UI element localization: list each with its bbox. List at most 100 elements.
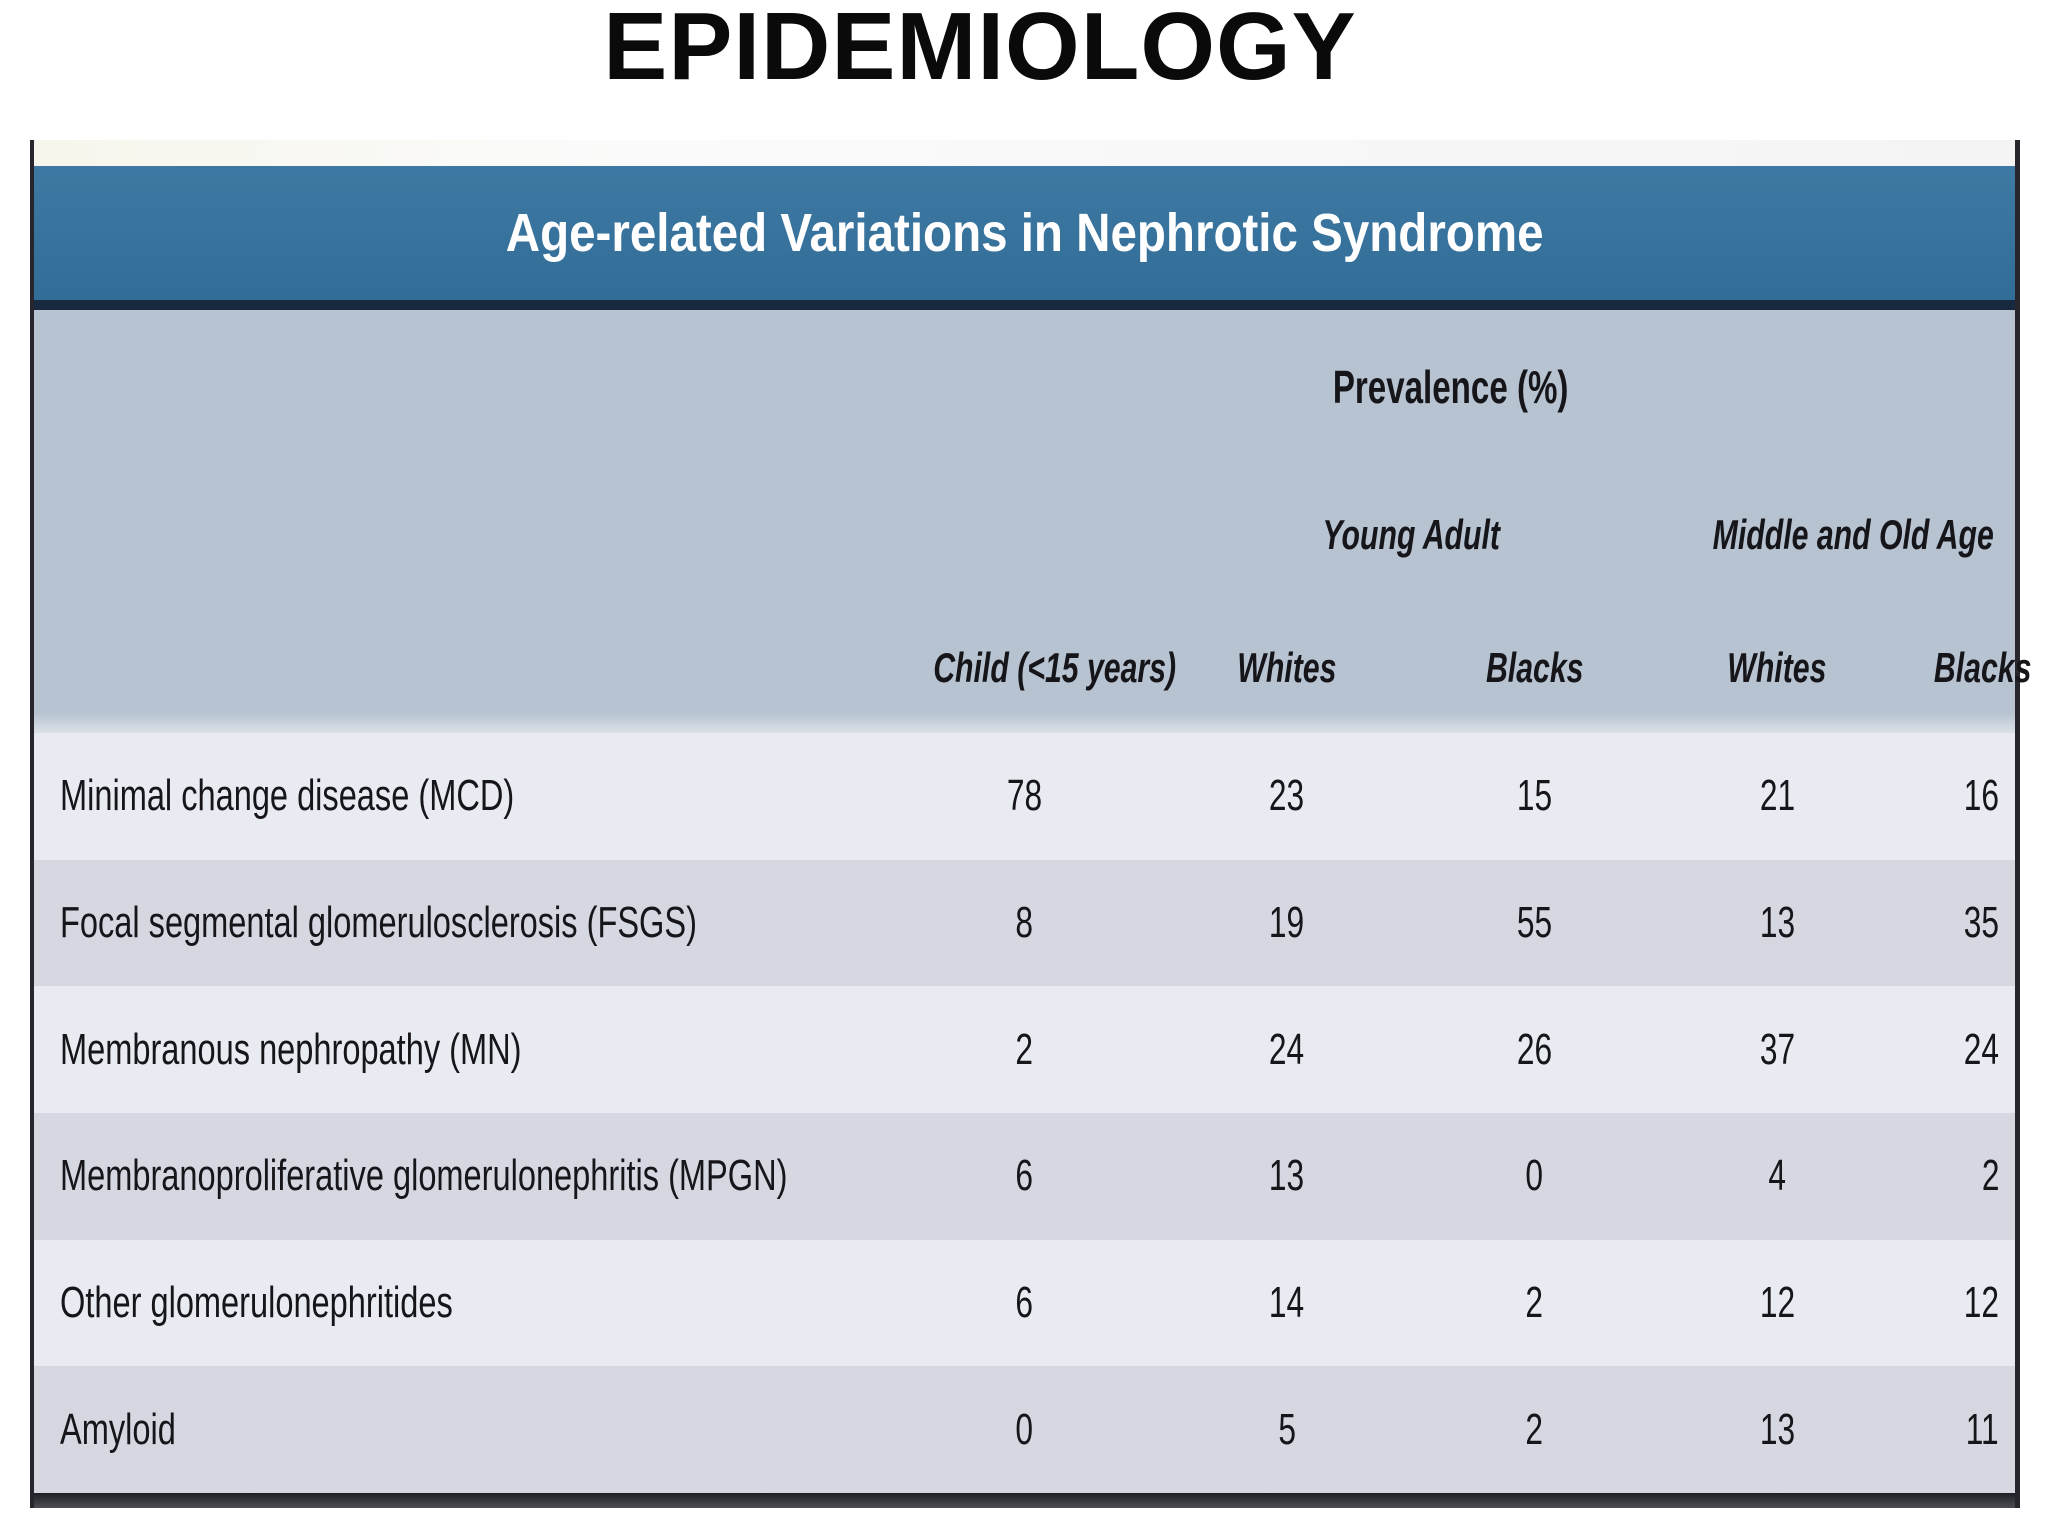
column-header-moa-whites: Whites (1658, 644, 1896, 692)
row-label-text: Membranoproliferative glomerulonephritis… (60, 1151, 788, 1201)
table-title-bar: Age-related Variations in Nephrotic Synd… (34, 166, 2015, 310)
cell-moa-whites: 13 (1658, 898, 1896, 948)
cell-moa-whites: 4 (1658, 1151, 1896, 1201)
row-label: Other glomerulonephritides (34, 1278, 886, 1328)
epidemiology-table: Age-related Variations in Nephrotic Synd… (30, 140, 2032, 1508)
column-header-row: Child (<15 years) Whites Blacks Whites B… (34, 640, 2032, 695)
cell-value: 12 (1759, 1277, 1795, 1327)
cell-moa-whites: 13 (1658, 1405, 1896, 1455)
row-label-text: Membranous nephropathy (MN) (60, 1024, 522, 1074)
row-label-text: Amyloid (60, 1404, 176, 1454)
row-label: Focal segmental glomerulosclerosis (FSGS… (34, 898, 886, 948)
cell-value: 13 (1759, 1404, 1795, 1454)
group-header-young-adult-label: Young Adult (1322, 511, 1500, 558)
cell-value: 5 (1278, 1404, 1296, 1454)
cell-value: 21 (1759, 771, 1795, 821)
cell-value: 14 (1269, 1277, 1305, 1327)
cell-value: 24 (1963, 1024, 1999, 1074)
prevalence-header-label: Prevalence (%) (1332, 361, 1569, 413)
cell-ya-whites: 24 (1163, 1025, 1411, 1075)
cell-moa-blacks: 11 (1896, 1405, 2015, 1455)
subheader-bottom-fade (34, 713, 2015, 733)
table-row: Minimal change disease (MCD) 78 23 15 21… (34, 733, 2015, 860)
cell-ya-whites: 19 (1163, 898, 1411, 948)
cell-child: 6 (886, 1278, 1163, 1328)
group-header-middle-old-age: Middle and Old Age (1658, 511, 2015, 559)
column-header-ya-whites: Whites (1163, 644, 1411, 692)
cell-value: 13 (1269, 1151, 1305, 1201)
age-group-header-row: Young Adult Middle and Old Age (34, 510, 2015, 560)
column-header-ya-whites-label: Whites (1237, 643, 1337, 691)
prevalence-header: Prevalence (%) (886, 360, 2015, 414)
cell-ya-whites: 5 (1163, 1405, 1411, 1455)
column-header-moa-whites-label: Whites (1727, 643, 1827, 691)
column-header-child: Child (<15 years) (886, 644, 1176, 692)
column-header-moa-blacks: Blacks (1896, 644, 2032, 692)
column-header-ya-blacks-label: Blacks (1485, 643, 1584, 691)
cell-value: 8 (1015, 897, 1034, 947)
cell-ya-blacks: 26 (1411, 1025, 1659, 1075)
table-row: Membranoproliferative glomerulonephritis… (34, 1112, 2015, 1240)
cell-value: 24 (1269, 1024, 1305, 1074)
column-header-moa-blacks-label: Blacks (1934, 643, 2032, 691)
cell-value: 37 (1759, 1024, 1795, 1074)
table-header-section: Prevalence (%) Young Adult Middle and Ol… (34, 310, 2032, 733)
cell-value: 12 (1963, 1277, 1999, 1327)
page-title: EPIDEMIOLOGY (603, 0, 1357, 100)
cell-ya-blacks: 55 (1411, 898, 1659, 948)
row-label-text: Minimal change disease (MCD) (60, 771, 515, 821)
cell-ya-whites: 14 (1163, 1278, 1411, 1328)
cell-moa-blacks: 24 (1896, 1025, 2015, 1075)
cell-value: 78 (1006, 771, 1043, 821)
prevalence-header-row: Prevalence (%) (34, 310, 2015, 413)
cell-value: 0 (1525, 1151, 1544, 1201)
group-header-young-adult: Young Adult (1163, 511, 1658, 559)
cell-value: 11 (1966, 1404, 1999, 1454)
table-row: Membranous nephropathy (MN) 2 24 26 37 2… (34, 986, 2015, 1113)
cell-ya-blacks: 15 (1411, 771, 1659, 821)
cell-moa-blacks: 2 (1896, 1151, 2015, 1201)
cell-value: 19 (1269, 897, 1305, 947)
cell-value: 4 (1768, 1151, 1787, 1201)
column-header-child-label: Child (<15 years) (933, 643, 1176, 691)
cell-ya-blacks: 0 (1411, 1151, 1659, 1201)
cell-ya-blacks: 2 (1411, 1278, 1659, 1328)
cell-value: 6 (1015, 1151, 1034, 1201)
table-row: Amyloid 0 5 2 13 11 (34, 1366, 2015, 1493)
row-label: Amyloid (34, 1405, 886, 1455)
table-body: Minimal change disease (MCD) 78 23 15 21… (34, 733, 2015, 1493)
cell-value: 55 (1516, 897, 1553, 947)
row-label: Membranous nephropathy (MN) (34, 1025, 886, 1075)
cell-value: 2 (1525, 1277, 1544, 1327)
row-label-text: Focal segmental glomerulosclerosis (FSGS… (60, 897, 697, 947)
cell-value: 2 (1015, 1024, 1034, 1074)
cell-value: 13 (1759, 897, 1795, 947)
table-title: Age-related Variations in Nephrotic Synd… (505, 203, 1544, 263)
cell-value: 2 (1525, 1404, 1544, 1454)
cell-child: 2 (886, 1025, 1163, 1075)
cell-child: 6 (886, 1151, 1163, 1201)
cell-value: 35 (1963, 897, 1999, 947)
cell-moa-blacks: 35 (1896, 898, 2015, 948)
table-bottom-border (34, 1493, 2015, 1508)
cell-ya-whites: 23 (1163, 771, 1411, 821)
cell-moa-blacks: 12 (1896, 1278, 2015, 1328)
table-top-strip (34, 140, 2015, 166)
row-label-text: Other glomerulonephritides (60, 1277, 453, 1327)
cell-child: 8 (886, 898, 1163, 948)
cell-moa-blacks: 16 (1896, 771, 2015, 821)
cell-value: 16 (1963, 771, 1999, 821)
column-header-ya-blacks: Blacks (1411, 644, 1659, 692)
cell-ya-blacks: 2 (1411, 1405, 1659, 1455)
cell-value: 15 (1516, 771, 1553, 821)
cell-moa-whites: 37 (1658, 1025, 1896, 1075)
table-row: Focal segmental glomerulosclerosis (FSGS… (34, 859, 2015, 987)
cell-ya-whites: 13 (1163, 1151, 1411, 1201)
group-header-middle-old-age-label: Middle and Old Age (1713, 511, 1995, 558)
cell-child: 78 (886, 771, 1163, 821)
cell-moa-whites: 21 (1658, 771, 1896, 821)
row-label: Minimal change disease (MCD) (34, 771, 886, 821)
cell-moa-whites: 12 (1658, 1278, 1896, 1328)
table-row: Other glomerulonephritides 6 14 2 12 12 (34, 1239, 2015, 1367)
